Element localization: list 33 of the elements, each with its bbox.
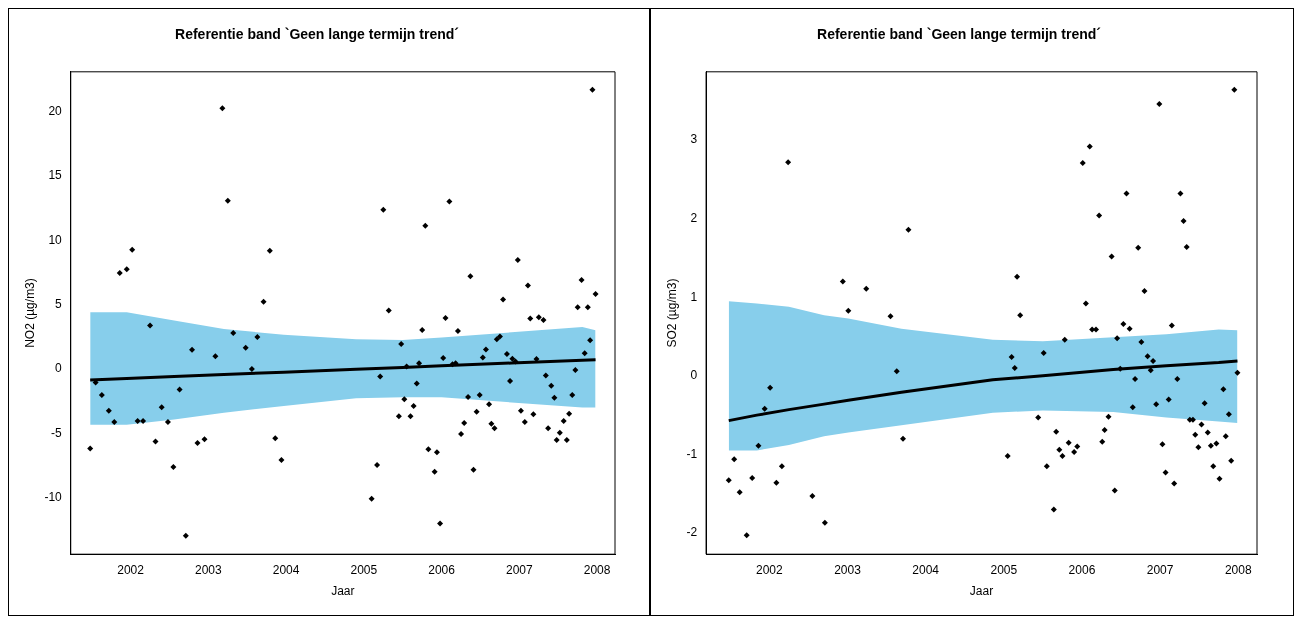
x-tick-label: 2008 [1224, 562, 1252, 577]
y-tick-label: 0 [690, 368, 698, 383]
x-tick-label: 2006 [428, 562, 456, 577]
y-tick-label: 5 [55, 296, 63, 311]
y-tick-label: 15 [48, 168, 63, 183]
x-tick-label: 2006 [1068, 562, 1096, 577]
y-tick-label: 2 [690, 211, 698, 226]
x-tick-label: 2004 [272, 562, 300, 577]
chart-title: Referentie band `Geen lange termijn trend´ [817, 26, 1102, 43]
y-tick-label: 3 [690, 132, 698, 147]
y-tick-label: 1 [690, 289, 698, 304]
x-tick-label: 2002 [756, 562, 784, 577]
y-tick-label: 20 [48, 103, 63, 118]
x-tick-label: 2004 [912, 562, 940, 577]
chart-title: Referentie band `Geen lange termijn trend´ [175, 26, 460, 43]
x-tick-label: 2003 [834, 562, 862, 577]
x-tick-label: 2007 [1146, 562, 1174, 577]
x-tick-label: 2005 [350, 562, 378, 577]
y-tick-label: -2 [686, 525, 698, 540]
y-tick-label: -10 [44, 489, 63, 504]
x-tick-label: 2007 [506, 562, 534, 577]
y-tick-label: 10 [48, 232, 63, 247]
y-tick-label: -5 [51, 425, 63, 440]
x-tick-label: 2005 [990, 562, 1018, 577]
x-tick-label: 2003 [195, 562, 223, 577]
x-axis-title: Jaar [331, 584, 355, 599]
y-tick-label: -1 [686, 446, 698, 461]
x-tick-label: 2008 [583, 562, 611, 577]
y-axis-title: SO2 (µg/m3) [664, 278, 679, 348]
x-tick-label: 2002 [117, 562, 145, 577]
y-tick-label: 0 [55, 361, 63, 376]
x-axis-title: Jaar [969, 584, 994, 599]
y-axis-title: NO2 (µg/m3) [22, 278, 37, 348]
